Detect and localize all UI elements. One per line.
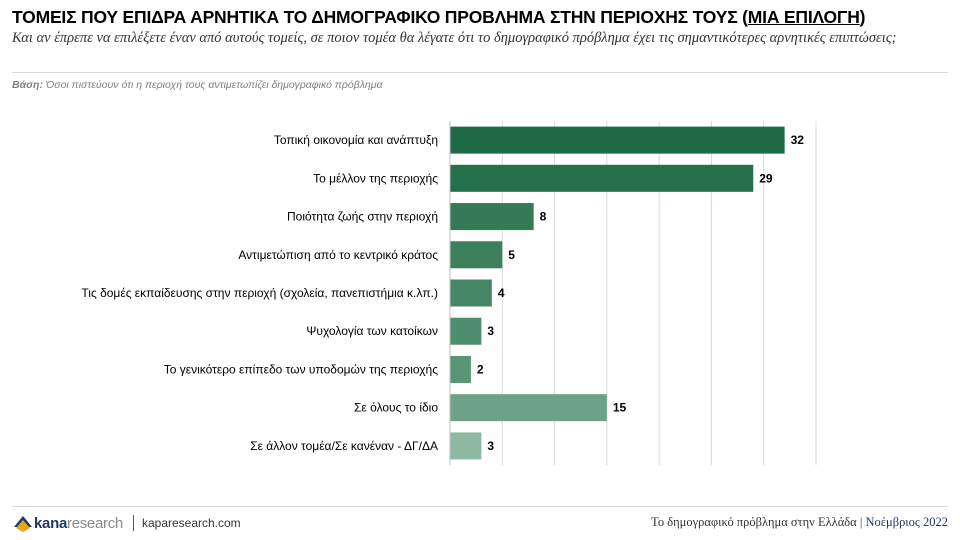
title-main: ΤΟΜΕΙΣ ΠΟΥ ΕΠΙΔΡΑ ΑΡΝΗΤΙΚΑ ΤΟ ΔΗΜΟΓΡΑΦΙΚ… — [12, 7, 748, 27]
footer-brand: kanaresearch kaparesearch.com — [12, 512, 241, 534]
bar — [450, 355, 471, 383]
category-label: Ψυχολογία των κατοίκων — [306, 324, 438, 338]
base-text: Όσοι πιστεύουν ότι η περιοχή τους αντιμε… — [45, 79, 383, 91]
data-label: 3 — [487, 439, 494, 453]
bar — [450, 203, 534, 231]
category-label: Τοπική οικονομία και ανάπτυξη — [274, 133, 438, 147]
category-label: Τις δομές εκπαίδευσης στην περιοχή (σχολ… — [81, 286, 438, 300]
base-note: Βάση: Όσοι πιστεύουν ότι η περιοχή τους … — [12, 79, 382, 91]
chart-subtitle: Και αν έπρεπε να επιλέξετε έναν από αυτο… — [12, 30, 897, 46]
footer-divider — [12, 506, 948, 507]
data-label: 3 — [487, 324, 494, 338]
chart-title: ΤΟΜΕΙΣ ΠΟΥ ΕΠΙΔΡΑ ΑΡΝΗΤΙΚΑ ΤΟ ΔΗΜΟΓΡΑΦΙΚ… — [12, 6, 952, 28]
bar — [450, 432, 482, 460]
data-label: 2 — [477, 362, 484, 376]
report-separator: | — [859, 515, 863, 529]
brand-logo-kana: kana — [34, 514, 67, 532]
bar — [450, 164, 754, 192]
category-label: Ποιότητα ζωής στην περιοχή — [287, 210, 438, 224]
data-label: 8 — [540, 210, 547, 224]
data-label: 29 — [759, 171, 773, 185]
website-link[interactable]: kaparesearch.com — [141, 516, 241, 530]
footer-report-info: Το δημογραφικό πρόβλημα στην Ελλάδα | Νο… — [651, 515, 948, 530]
data-label: 15 — [613, 401, 627, 415]
footer-separator — [132, 515, 134, 531]
category-label: Σε όλους το ίδιο — [354, 401, 438, 415]
bar — [450, 241, 503, 269]
brand-logo: kanaresearch — [34, 515, 123, 532]
category-label: Το γενικότερο επίπεδο των υποδομών της π… — [164, 362, 438, 376]
category-label: Το μέλλον της περιοχής — [313, 171, 438, 185]
kana-logo-icon — [14, 516, 32, 532]
base-label: Βάση: — [12, 79, 43, 91]
title-end: ) — [859, 7, 866, 27]
report-title: Το δημογραφικό πρόβλημα στην Ελλάδα — [651, 515, 857, 529]
category-label: Αντιμετώπιση από το κεντρικό κράτος — [238, 248, 438, 262]
bar — [450, 317, 482, 345]
brand-logo-research: research — [67, 514, 123, 532]
data-label: 5 — [508, 248, 515, 262]
data-label: 32 — [791, 133, 805, 147]
bar — [450, 126, 785, 154]
bar — [450, 279, 492, 307]
data-label: 4 — [498, 286, 505, 300]
report-date: Νοέμβριος 2022 — [865, 515, 948, 529]
header-divider — [12, 72, 948, 73]
bar — [450, 394, 607, 422]
category-label: Σε άλλον τομέα/Σε κανέναν - ΔΓ/ΔΑ — [250, 439, 438, 453]
title-choice: ΜΙΑ ΕΠΙΛΟΓΗ — [747, 7, 860, 27]
